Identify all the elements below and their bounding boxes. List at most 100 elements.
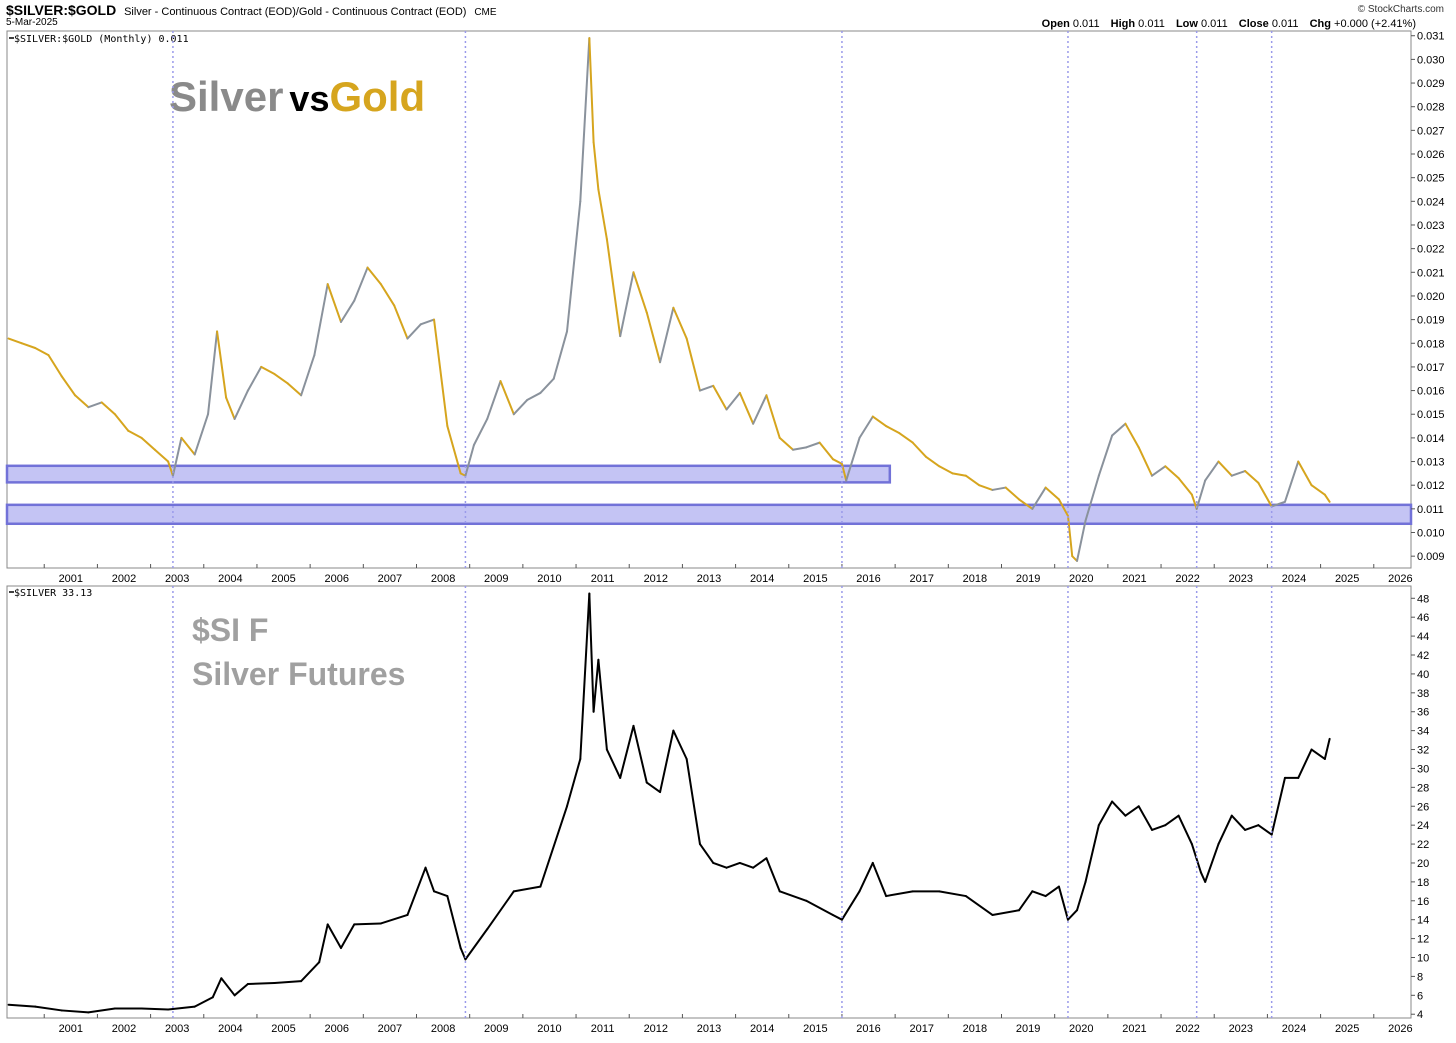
brand-watermark[interactable]: © StockCharts.com — [1357, 4, 1444, 15]
silver-segment — [1323, 737, 1331, 760]
silver-segment — [1199, 871, 1207, 883]
silver-segment — [1057, 885, 1069, 921]
ratio-segment — [765, 394, 781, 439]
y-tick-label: 0.009 — [1417, 551, 1445, 563]
ratio-segment — [512, 399, 529, 416]
x-tick-label: 2005 — [271, 1023, 295, 1035]
ratio-segment — [911, 441, 927, 458]
silver-segment — [486, 890, 515, 931]
x-tick-label: 2010 — [537, 573, 561, 585]
silver-segment — [464, 928, 489, 961]
x-tick-label: 2020 — [1069, 1023, 1093, 1035]
x-tick-label: 2021 — [1122, 1023, 1146, 1035]
silver-segment — [1270, 776, 1286, 836]
ratio-segment — [778, 436, 795, 451]
ratio-segment — [472, 417, 489, 446]
y-tick-label: 10 — [1417, 953, 1429, 965]
open-label: Open — [1041, 18, 1070, 30]
y-tick-label: 22 — [1417, 839, 1429, 851]
ratio-segment — [597, 188, 608, 241]
y-tick-label: 46 — [1417, 612, 1429, 624]
ratio-segment — [1057, 498, 1069, 517]
silver-segment — [1137, 805, 1154, 831]
ratio-segment — [885, 425, 901, 435]
silver-segment — [220, 977, 236, 997]
y-tick-label: 24 — [1417, 820, 1429, 832]
silver-segment — [885, 890, 914, 898]
ratio-segment — [1031, 486, 1047, 510]
ratio-segment — [1151, 465, 1167, 477]
silver-segment — [1031, 890, 1047, 898]
ratio-segment — [273, 373, 289, 385]
support-band — [5, 503, 1413, 526]
silver-segment — [831, 913, 843, 921]
ratio-segment — [464, 443, 475, 477]
x-tick-label: 2016 — [856, 1023, 880, 1035]
ratio-segment — [685, 337, 701, 392]
ratio-segment — [818, 441, 834, 461]
y-tick-label: 40 — [1417, 669, 1429, 681]
ratio-segment — [792, 446, 808, 451]
x-tick-label: 2013 — [697, 1023, 721, 1035]
ratio-segment — [419, 318, 436, 326]
y-tick-label: 20 — [1417, 858, 1429, 870]
silver-annotation-line2: Silver Futures — [192, 656, 405, 692]
ratio-segment — [140, 436, 156, 451]
silver-segment — [1244, 824, 1260, 831]
ratio-segment — [326, 283, 342, 323]
silver-segment — [1190, 843, 1202, 874]
y-tick-label: 0.012 — [1417, 480, 1445, 492]
ratio-segment — [1164, 465, 1180, 480]
x-tick-label: 2017 — [909, 1023, 933, 1035]
ratio-segment — [486, 380, 502, 420]
x-tick-label: 2003 — [165, 1023, 189, 1035]
ratio-segment — [1283, 460, 1300, 503]
ratio-segment — [1204, 460, 1220, 482]
ratio-segment — [579, 37, 591, 203]
ratio-segment — [499, 380, 515, 416]
ratio-segment — [225, 396, 236, 420]
ratio-segment — [539, 377, 555, 394]
low-label: Low — [1175, 18, 1198, 30]
ratio-panel[interactable]: 0.031 0.030 0.029 0.028 0.027 0.026 0.025 0.024… — [5, 30, 1445, 585]
y-tick-label: 30 — [1417, 763, 1429, 775]
ratio-segment — [180, 436, 196, 456]
annotation-vs: vs — [289, 78, 329, 119]
x-tick-label: 2014 — [750, 573, 774, 585]
y-tick-label: 0.023 — [1417, 220, 1445, 232]
chg-label: Chg — [1309, 18, 1331, 30]
ratio-segment — [938, 465, 954, 475]
x-tick-label: 2004 — [218, 1023, 242, 1035]
silver-segment — [605, 748, 622, 779]
y-tick-label: 32 — [1417, 745, 1429, 757]
ratio-segment — [924, 455, 941, 468]
annotation-silver: Silver — [169, 73, 283, 120]
ratio-segment — [339, 299, 356, 323]
ratio-annotation: Silver vsGold — [169, 73, 425, 120]
y-tick-label: 0.011 — [1417, 504, 1444, 516]
silver-segment — [1230, 814, 1247, 831]
ratio-segment — [1230, 470, 1247, 477]
silver-segment — [1164, 814, 1180, 827]
silver-segment — [597, 658, 608, 751]
silver-x-axis: 2001 2002 2003 2004 2005 2006 2007 2008 2009 2010… — [43, 1014, 1413, 1035]
ratio-segment — [738, 391, 755, 425]
silver-panel[interactable]: 4846444240383634323028262422201816141210… — [6, 585, 1429, 1035]
ratio-segment — [366, 266, 382, 286]
ratio-segment — [566, 200, 582, 333]
x-tick-label: 2013 — [697, 573, 721, 585]
support-bands — [5, 464, 1413, 526]
ratio-segment — [698, 384, 715, 392]
ratio-segment — [1177, 477, 1193, 496]
annotation-gold: Gold — [329, 73, 425, 120]
y-tick-label: 14 — [1417, 915, 1429, 927]
silver-segment — [1204, 843, 1220, 883]
silver-segment — [539, 805, 569, 888]
ratio-segment — [100, 401, 116, 416]
silver-segment — [712, 861, 728, 869]
ratio-segment — [1323, 493, 1331, 503]
silver-segment — [588, 592, 595, 713]
high-value: 0.011 — [1138, 18, 1165, 30]
silver-segment — [300, 961, 321, 983]
